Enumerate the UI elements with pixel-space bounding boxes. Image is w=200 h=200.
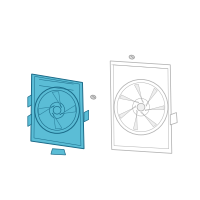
Polygon shape bbox=[31, 74, 84, 149]
Polygon shape bbox=[110, 61, 172, 153]
Polygon shape bbox=[52, 113, 62, 129]
Polygon shape bbox=[146, 88, 157, 106]
Polygon shape bbox=[52, 92, 62, 108]
Polygon shape bbox=[145, 106, 164, 111]
Circle shape bbox=[53, 106, 61, 114]
Polygon shape bbox=[60, 105, 76, 115]
Polygon shape bbox=[120, 95, 139, 103]
Ellipse shape bbox=[129, 55, 134, 59]
Polygon shape bbox=[84, 110, 89, 122]
Polygon shape bbox=[141, 112, 156, 127]
Polygon shape bbox=[28, 95, 32, 107]
Polygon shape bbox=[28, 114, 32, 126]
Polygon shape bbox=[119, 106, 136, 118]
Polygon shape bbox=[170, 113, 177, 125]
Polygon shape bbox=[133, 110, 138, 130]
Circle shape bbox=[137, 103, 145, 111]
Ellipse shape bbox=[91, 95, 96, 99]
Polygon shape bbox=[134, 84, 144, 102]
Polygon shape bbox=[51, 149, 66, 155]
Polygon shape bbox=[39, 106, 54, 115]
